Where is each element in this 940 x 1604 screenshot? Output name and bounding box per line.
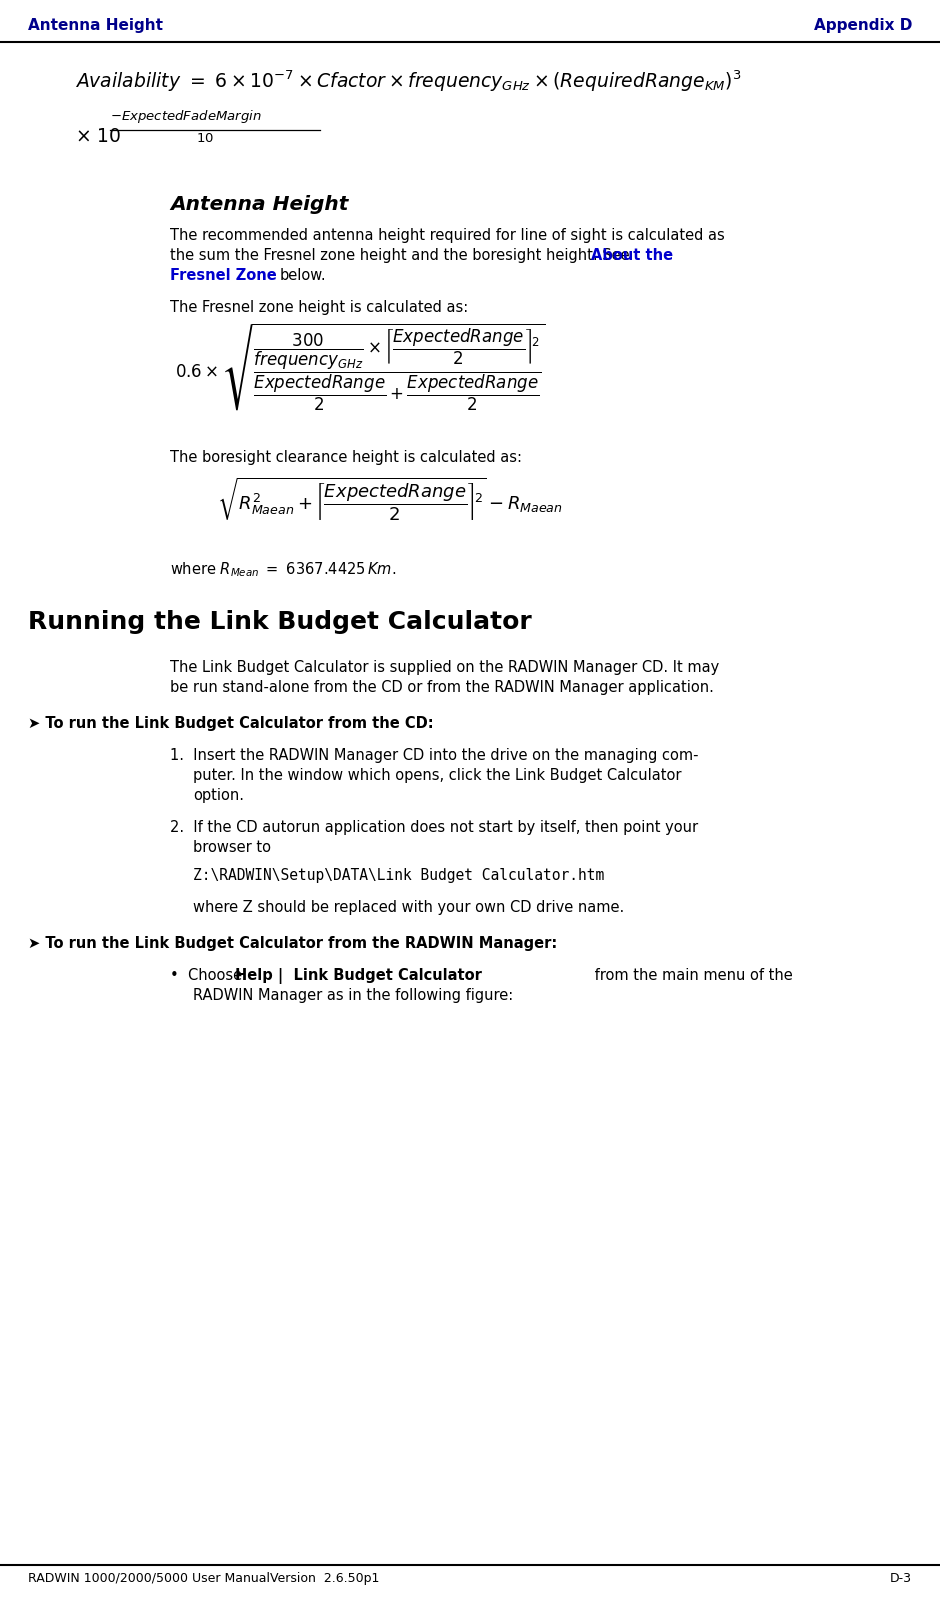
Text: ➤ To run the Link Budget Calculator from the RADWIN Manager:: ➤ To run the Link Budget Calculator from… [28, 937, 557, 951]
Text: $\mathit{-ExpectedFadeMargin}$: $\mathit{-ExpectedFadeMargin}$ [110, 107, 262, 125]
Text: option.: option. [193, 788, 244, 804]
Text: $10$: $10$ [196, 132, 214, 144]
Text: $\sqrt{R^2_{\mathit{Maean}}+\left\lceil\dfrac{\mathit{ExpectedRange}}{2}\right\r: $\sqrt{R^2_{\mathit{Maean}}+\left\lceil\… [217, 476, 563, 523]
Text: where $R_{\mathit{Mean}}\ =\ 6367.4425\,\mathit{Km}$.: where $R_{\mathit{Mean}}\ =\ 6367.4425\,… [170, 560, 397, 579]
Text: D-3: D-3 [890, 1572, 912, 1585]
Text: Appendix D: Appendix D [814, 18, 912, 34]
Text: be run stand-alone from the CD or from the RADWIN Manager application.: be run stand-alone from the CD or from t… [170, 680, 713, 695]
Text: $\mathit{Availability}\ =\ 6\times10^{-7}\times \mathit{Cfactor}\times \mathit{f: $\mathit{Availability}\ =\ 6\times10^{-7… [75, 67, 742, 93]
Text: The boresight clearance height is calculated as:: The boresight clearance height is calcul… [170, 451, 522, 465]
Text: Antenna Height: Antenna Height [28, 18, 163, 34]
Text: $0.6\times\sqrt{\dfrac{\dfrac{300}{\mathit{frequency}_{\mathit{GHz}}}\times\left: $0.6\times\sqrt{\dfrac{\dfrac{300}{\math… [175, 322, 545, 414]
Text: Z:\RADWIN\Setup\DATA\Link Budget Calculator.htm: Z:\RADWIN\Setup\DATA\Link Budget Calcula… [193, 868, 604, 882]
Text: from the main menu of the: from the main menu of the [590, 967, 792, 983]
Text: browser to: browser to [193, 840, 271, 855]
Text: below.: below. [280, 268, 326, 282]
Text: Fresnel Zone: Fresnel Zone [170, 268, 276, 282]
Text: •  Choose: • Choose [170, 967, 246, 983]
Text: RADWIN Manager as in the following figure:: RADWIN Manager as in the following figur… [193, 988, 513, 1002]
Text: ➤ To run the Link Budget Calculator from the CD:: ➤ To run the Link Budget Calculator from… [28, 715, 433, 731]
Text: $\times\ 10$: $\times\ 10$ [75, 128, 121, 146]
Text: Antenna Height: Antenna Height [170, 196, 349, 213]
Text: 2.  If the CD autorun application does not start by itself, then point your: 2. If the CD autorun application does no… [170, 820, 698, 836]
Text: where Z should be replaced with your own CD drive name.: where Z should be replaced with your own… [193, 900, 624, 914]
Text: the sum the Fresnel zone height and the boresight height. See: the sum the Fresnel zone height and the … [170, 249, 630, 263]
Text: RADWIN 1000/2000/5000 User ManualVersion  2.6.50p1: RADWIN 1000/2000/5000 User ManualVersion… [28, 1572, 380, 1585]
Text: About the: About the [591, 249, 673, 263]
Text: The Fresnel zone height is calculated as:: The Fresnel zone height is calculated as… [170, 300, 468, 314]
Text: The recommended antenna height required for line of sight is calculated as: The recommended antenna height required … [170, 228, 725, 242]
Text: puter. In the window which opens, click the Link Budget Calculator: puter. In the window which opens, click … [193, 768, 682, 783]
Text: Running the Link Budget Calculator: Running the Link Budget Calculator [28, 610, 532, 634]
Text: Help |  Link Budget Calculator: Help | Link Budget Calculator [235, 967, 482, 983]
Text: 1.  Insert the RADWIN Manager CD into the drive on the managing com-: 1. Insert the RADWIN Manager CD into the… [170, 747, 698, 764]
Text: The Link Budget Calculator is supplied on the RADWIN Manager CD. It may: The Link Budget Calculator is supplied o… [170, 659, 719, 675]
